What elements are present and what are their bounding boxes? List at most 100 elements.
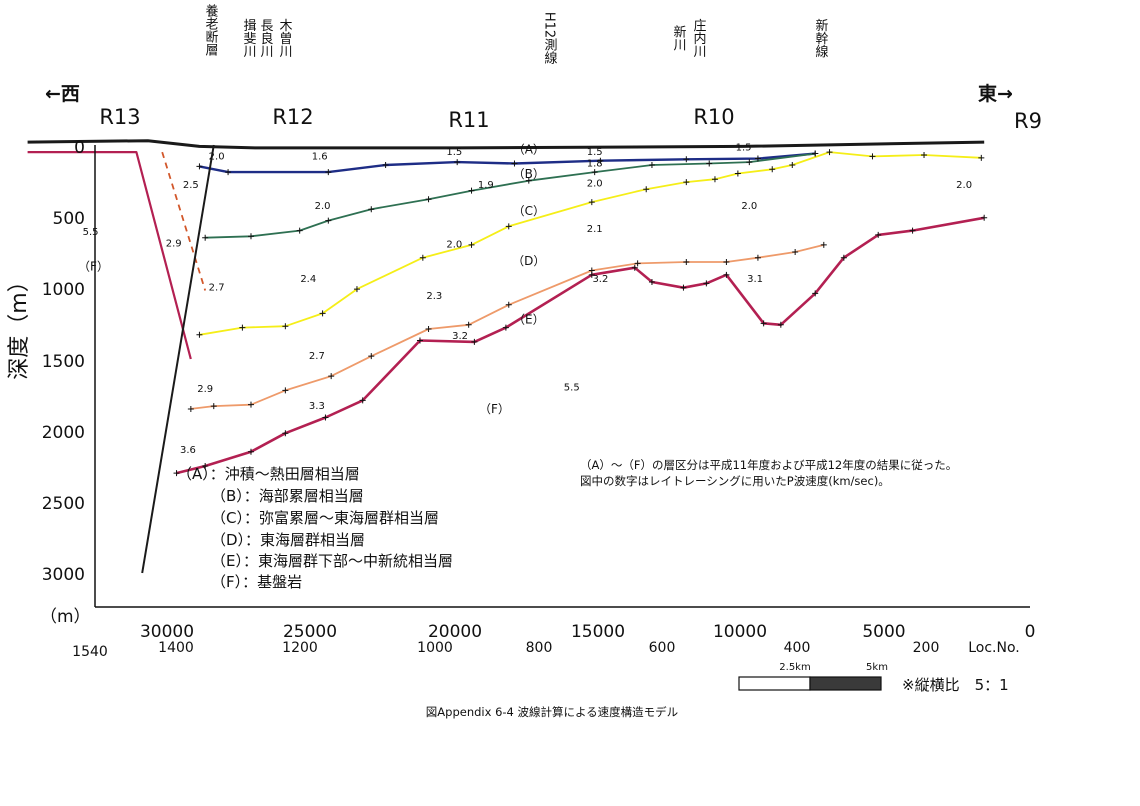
layer-boundary-d-point bbox=[505, 301, 512, 308]
velocity-label: 5.5 bbox=[83, 227, 99, 238]
x-tick-label: 25000 bbox=[283, 622, 337, 642]
layer-boundary-e-point bbox=[282, 430, 289, 437]
y-tick-label: 1000 bbox=[42, 280, 85, 300]
y-tick-label: 500 bbox=[53, 209, 85, 229]
layer-boundary-d-line bbox=[190, 244, 825, 410]
layer-boundary-e-point bbox=[760, 320, 767, 327]
velocity-label: 5.5 bbox=[564, 382, 580, 393]
velocity-label: 1.6 bbox=[312, 151, 328, 162]
velocity-label: 2.1 bbox=[587, 224, 603, 235]
layer-boundary-c-point bbox=[196, 331, 203, 338]
velocity-label: 2.0 bbox=[956, 180, 972, 191]
basin-boundary-dashed-line bbox=[161, 151, 207, 291]
layer-boundary-d-point bbox=[282, 387, 289, 394]
layer-boundary-d-point bbox=[328, 373, 335, 380]
legend-item: （D）：東海層群相当層 bbox=[211, 531, 365, 549]
loc-label: Loc.No. bbox=[968, 640, 1020, 656]
scale-bar-white bbox=[738, 676, 811, 691]
layer-boundary-b-point bbox=[325, 217, 332, 224]
loc-tick-label: 400 bbox=[784, 640, 811, 656]
velocity-label: 1.5 bbox=[446, 147, 462, 158]
layer-boundary-d-point bbox=[634, 260, 641, 267]
layer-boundary-e-point bbox=[173, 470, 180, 477]
layer-boundary-c-point bbox=[683, 179, 690, 186]
region-label: R12 bbox=[272, 105, 313, 129]
velocity-label: 3.3 bbox=[309, 401, 325, 412]
y-tick-label: 0 bbox=[74, 138, 85, 158]
loc-tick-label: 1540 bbox=[72, 644, 108, 660]
x-tick-label: 30000 bbox=[140, 622, 194, 642]
layer-boundary-e-point bbox=[359, 397, 366, 404]
velocity-label: 2.0 bbox=[587, 178, 603, 189]
top-label-yoro-fault: 養老断層 bbox=[203, 3, 219, 57]
velocity-label: 2.7 bbox=[309, 351, 325, 362]
layer-boundary-e-point bbox=[322, 414, 329, 421]
top-label-h12-line: H12測線 bbox=[542, 12, 558, 65]
legend-item: （E）：東海層群下部～中新統相当層 bbox=[211, 552, 453, 570]
layer-boundary-a-point bbox=[454, 159, 461, 166]
layer-boundary-b-point bbox=[706, 160, 713, 167]
layer-boundary-c-point bbox=[353, 286, 360, 293]
y-axis-label: 深度（m） bbox=[7, 270, 32, 379]
layer-boundary-e-point bbox=[247, 448, 254, 455]
note-layer-division: （A）～（F）の層区分は平成11年度および平成12年度の結果に従った。 bbox=[580, 458, 957, 472]
top-label-shinkansen: 新幹線 bbox=[813, 18, 829, 58]
layer-boundary-e-point bbox=[703, 280, 710, 287]
layer-boundary-b-point bbox=[746, 159, 753, 166]
scale-bar-end-label: 5km bbox=[866, 662, 888, 673]
layer-boundary-e-point bbox=[471, 338, 478, 345]
velocity-label: 2.0 bbox=[315, 201, 331, 212]
y-tick-label: 3000 bbox=[42, 565, 85, 585]
layer-boundary-d-point bbox=[210, 403, 217, 410]
layer-boundary-a-point bbox=[754, 155, 761, 162]
basin-boundary-line bbox=[27, 151, 192, 360]
layer-boundary-b-point bbox=[812, 150, 819, 157]
scale-bar-mid-label: 2.5km bbox=[779, 662, 810, 673]
layer-boundary-e-point bbox=[631, 264, 638, 271]
layer-boundary-e-point bbox=[202, 463, 209, 470]
layer-boundary-d-point bbox=[820, 241, 827, 248]
layer-boundary-e-point bbox=[875, 231, 882, 238]
layer-letter: （A） bbox=[513, 143, 545, 157]
layer-boundary-d-point bbox=[368, 353, 375, 360]
labels-layer: 2.0 1.6 1.5 1.5 1.51.82.5 1.9 2.02.0 2.02.05.52… bbox=[78, 143, 972, 457]
layer-boundary-d-point bbox=[792, 249, 799, 256]
x-tick-label: 10000 bbox=[713, 622, 767, 642]
direction-east: 東→ bbox=[978, 82, 1013, 105]
velocity-label: 1.5 bbox=[587, 147, 603, 158]
top-label-shin-river: 新川 bbox=[671, 24, 687, 51]
region-label: R10 bbox=[693, 105, 734, 129]
velocity-label: 2.0 bbox=[209, 151, 225, 162]
figure-caption: 図Appendix 6-4 波線計算による速度構造モデル bbox=[426, 705, 678, 719]
layer-boundary-d-point bbox=[754, 254, 761, 261]
layer-boundary-c-point bbox=[734, 170, 741, 177]
legend-item: （C）：弥富累層～東海層群相当層 bbox=[211, 509, 439, 527]
layer-letter: （F） bbox=[479, 402, 510, 416]
series-layer bbox=[27, 139, 985, 574]
layer-boundary-d-point bbox=[683, 258, 690, 265]
layer-boundary-d-point bbox=[425, 326, 432, 333]
layer-boundary-c-point bbox=[468, 241, 475, 248]
legend-item: （F）：基盤岩 bbox=[211, 573, 302, 591]
layer-boundary-e-point bbox=[502, 324, 509, 331]
layer-boundary-a-point bbox=[196, 163, 203, 170]
layer-boundary-b-point bbox=[368, 206, 375, 213]
region-label: R9 bbox=[1014, 109, 1042, 133]
layer-boundary-e-point bbox=[723, 271, 730, 278]
y-unit-label: （m） bbox=[40, 607, 91, 627]
velocity-label: 3.2 bbox=[592, 274, 608, 285]
layer-boundary-e-point bbox=[909, 227, 916, 234]
loc-tick-label: 600 bbox=[649, 640, 676, 656]
layer-boundary-c-point bbox=[505, 223, 512, 230]
layer-boundary-c-point bbox=[921, 151, 928, 158]
velocity-label: 2.0 bbox=[741, 201, 757, 212]
layer-boundary-e-point bbox=[588, 271, 595, 278]
velocity-label: 2.3 bbox=[426, 291, 442, 302]
layer-boundary-d-point bbox=[187, 405, 194, 412]
layer-boundary-b-point bbox=[525, 177, 532, 184]
layer-boundary-b-point bbox=[247, 233, 254, 240]
velocity-label: 3.2 bbox=[452, 331, 468, 342]
layer-boundary-c-point bbox=[588, 199, 595, 206]
layer-letter: （B） bbox=[513, 167, 545, 181]
